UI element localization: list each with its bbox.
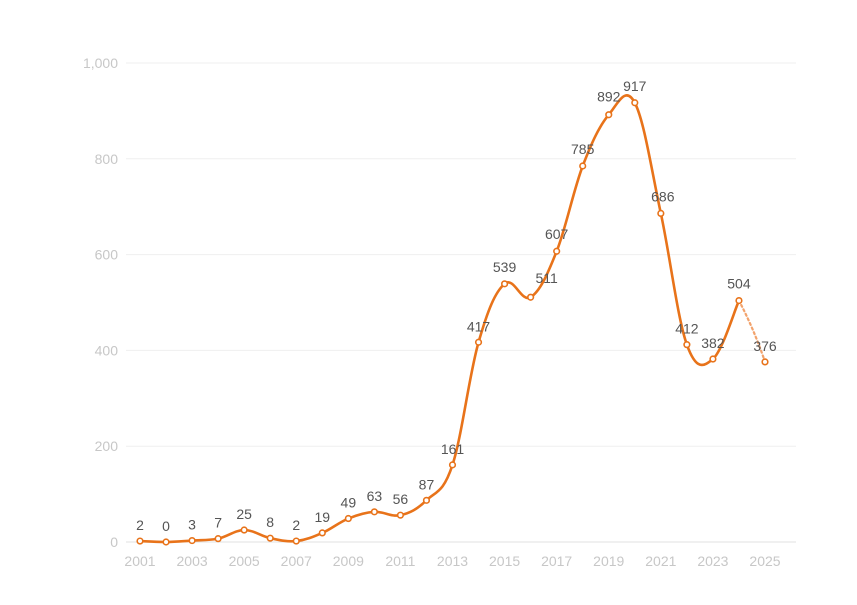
data-label: 892 [597, 89, 621, 105]
data-point [318, 529, 326, 537]
grid-layer [126, 62, 796, 543]
x-tick-label: 2013 [437, 553, 468, 569]
data-label: 511 [535, 270, 558, 286]
data-point [188, 536, 196, 545]
data-label: 7 [214, 515, 222, 531]
data-label: 0 [162, 518, 170, 534]
data-label: 25 [236, 506, 252, 522]
data-point [422, 496, 431, 504]
data-label: 686 [651, 188, 675, 204]
data-point [370, 508, 378, 516]
x-tick-label: 2005 [229, 553, 260, 569]
data-point [396, 511, 405, 519]
y-tick-label: 400 [95, 342, 119, 358]
x-tick-label: 2019 [593, 553, 624, 569]
data-point [683, 341, 691, 349]
y-tick-label: 600 [95, 247, 119, 263]
series-layer [136, 94, 769, 546]
data-point [448, 461, 457, 469]
data-label: 382 [701, 335, 725, 351]
series-line [138, 94, 741, 544]
x-tick-label: 2001 [124, 553, 155, 569]
data-point [266, 534, 274, 542]
x-tick-label: 2003 [177, 553, 208, 569]
data-label: 3 [188, 517, 196, 533]
y-tick-label: 200 [95, 438, 119, 454]
data-point [735, 296, 743, 305]
data-label: 376 [753, 338, 777, 354]
data-label: 539 [493, 259, 517, 275]
data-point [500, 280, 509, 288]
data-label: 19 [315, 509, 331, 525]
data-point [474, 338, 483, 346]
data-label: 49 [341, 495, 357, 511]
x-tick-label: 2009 [333, 553, 364, 569]
data-label: 607 [545, 226, 569, 242]
forecast-segment [737, 299, 767, 363]
data-label: 412 [675, 321, 699, 337]
y-tick-label: 1,000 [83, 55, 118, 71]
x-tick-label: 2025 [749, 553, 780, 569]
data-point [240, 526, 248, 534]
x-tick-label: 2023 [697, 553, 728, 569]
data-point [579, 162, 587, 170]
data-label-layer: 2 0 3 7 25 8 2 19 49 63 56 87 161 417 539 511 607 785 8929… [136, 78, 777, 534]
data-point [292, 537, 300, 545]
data-point [162, 538, 170, 546]
x-tick-label: 2007 [281, 553, 312, 569]
data-point [761, 358, 769, 366]
y-tick-label: 800 [95, 151, 119, 167]
x-tick-label: 2015 [489, 553, 520, 569]
data-point [657, 209, 665, 218]
data-label: 2 [136, 517, 144, 533]
data-label: 8 [266, 514, 274, 530]
data-label: 87 [419, 476, 435, 492]
data-point [605, 111, 613, 119]
data-label: 417 [467, 318, 491, 334]
data-point [527, 293, 535, 301]
data-point [553, 247, 561, 255]
data-point [214, 535, 222, 543]
data-label: 785 [571, 141, 595, 157]
x-tick-label: 2011 [385, 553, 415, 569]
x-tick-label: 2017 [541, 553, 572, 569]
x-tick-label: 2021 [645, 553, 676, 569]
data-label: 161 [441, 441, 465, 457]
data-point [344, 514, 352, 523]
data-label: 56 [393, 491, 409, 507]
data-label: 63 [367, 488, 383, 504]
data-label: 917 [623, 78, 647, 94]
data-point [631, 99, 639, 107]
data-point [136, 537, 144, 545]
data-label: 504 [727, 276, 751, 292]
y-tick-label: 0 [110, 534, 118, 550]
data-point [709, 355, 717, 363]
data-label: 2 [292, 517, 300, 533]
